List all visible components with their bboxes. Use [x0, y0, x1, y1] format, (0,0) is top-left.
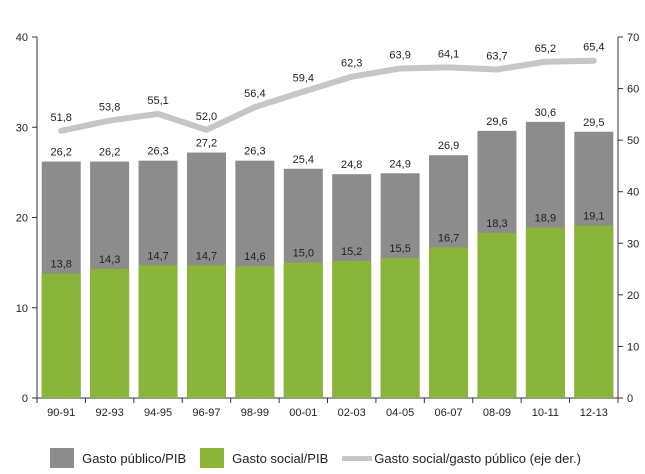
legend-label-gasto-publico: Gasto público/PIB — [82, 450, 187, 466]
legend-item-gasto-publico: Gasto público/PIB — [50, 448, 186, 468]
x-tick-label: 92-93 — [96, 407, 124, 419]
x-tick-label: 00-01 — [289, 407, 317, 419]
data-label-gasto-publico: 24,9 — [389, 158, 410, 170]
data-label-gasto-social: 14,7 — [147, 250, 168, 262]
data-label-gasto-publico: 25,4 — [293, 154, 314, 166]
data-label-gasto-social: 14,3 — [99, 254, 120, 266]
y-right-tick-label: 10 — [627, 341, 639, 353]
data-label-gasto-publico: 27,2 — [196, 138, 217, 150]
data-label-gasto-social: 19,1 — [583, 211, 604, 223]
data-label-gasto-publico: 26,2 — [50, 147, 71, 159]
legend-label-gasto-social: Gasto social/PIB — [232, 450, 329, 466]
y-right-tick-label: 30 — [627, 238, 639, 250]
bar-gasto-social — [90, 268, 130, 398]
data-label-gasto-publico: 26,2 — [99, 147, 120, 159]
legend-swatch-gasto-publico — [50, 448, 75, 468]
bar-gasto-social — [525, 227, 565, 398]
data-label-gasto-social: 18,3 — [486, 218, 507, 230]
data-label-ratio: 63,9 — [389, 49, 410, 61]
y-right-tick-label: 0 — [627, 393, 633, 405]
y-right-tick-label: 60 — [627, 84, 639, 96]
data-label-ratio: 56,4 — [244, 88, 265, 100]
data-label-gasto-social: 15,2 — [341, 246, 362, 258]
x-tick-label: 02-03 — [338, 407, 366, 419]
data-label-ratio: 52,0 — [196, 111, 217, 123]
legend-item-ratio: Gasto social/gasto público (eje der.) — [342, 451, 581, 466]
x-tick-label: 96-97 — [192, 407, 220, 419]
x-tick-label: 10-11 — [532, 407, 559, 419]
x-tick-label: 98-99 — [241, 407, 269, 419]
data-label-ratio: 62,3 — [341, 58, 362, 70]
x-tick-label: 90-91 — [47, 407, 75, 419]
y-left-tick-label: 30 — [16, 122, 28, 134]
legend-swatch-gasto-social — [200, 448, 225, 468]
y-left-tick-label: 20 — [16, 213, 28, 225]
bar-gasto-social — [332, 260, 372, 398]
bar-gasto-social — [138, 265, 178, 398]
legend-label-ratio: Gasto social/gasto público (eje der.) — [374, 450, 581, 466]
x-tick-label: 12-13 — [580, 407, 608, 419]
data-label-ratio: 53,8 — [99, 102, 120, 114]
x-tick-label: 04-05 — [386, 407, 414, 419]
data-label-gasto-publico: 24,8 — [341, 159, 362, 171]
data-label-ratio: 64,1 — [438, 48, 459, 60]
data-label-ratio: 65,4 — [583, 42, 604, 54]
data-label-gasto-social: 18,9 — [535, 212, 556, 224]
bar-gasto-social — [429, 247, 469, 398]
x-tick-label: 94-95 — [144, 407, 172, 419]
data-label-ratio: 51,8 — [50, 112, 71, 124]
y-right-tick-label: 50 — [627, 135, 639, 147]
y-left-tick-label: 10 — [16, 303, 28, 315]
data-label-gasto-social: 15,0 — [293, 248, 314, 260]
bar-gasto-social — [283, 262, 323, 398]
x-tick-label: 06-07 — [434, 407, 462, 419]
y-left-tick-label: 0 — [22, 393, 28, 405]
data-label-gasto-social: 14,7 — [196, 250, 217, 262]
y-right-tick-label: 70 — [627, 32, 639, 44]
data-label-gasto-publico: 30,6 — [535, 107, 556, 119]
legend-item-gasto-social: Gasto social/PIB — [200, 448, 328, 468]
chart-canvas: 0 10 20 30 40 0 10 20 30 40 50 60 70 90-91 92-93 94-95 9… — [16, 32, 640, 419]
data-label-gasto-publico: 29,5 — [583, 117, 604, 129]
y-right-tick-label: 20 — [627, 290, 639, 302]
bar-gasto-social — [186, 265, 226, 398]
bar-gasto-social — [380, 258, 420, 398]
line-gasto-social-ratio — [58, 57, 597, 134]
bar-gasto-social — [477, 232, 517, 398]
bar-gasto-social — [574, 225, 614, 398]
data-label-ratio: 63,7 — [486, 50, 507, 62]
bar-gasto-social — [41, 273, 81, 398]
legend: Gasto público/PIB Gasto social/PIB Gasto… — [0, 444, 645, 472]
data-label-ratio: 59,4 — [293, 73, 314, 85]
y-right-tick-label: 40 — [627, 187, 639, 199]
data-label-gasto-publico: 26,9 — [438, 140, 459, 152]
data-label-gasto-social: 14,6 — [244, 251, 265, 263]
data-label-gasto-publico: 29,6 — [486, 116, 507, 128]
y-left-tick-label: 40 — [16, 32, 28, 44]
data-label-gasto-social: 15,5 — [389, 243, 410, 255]
data-label-gasto-publico: 26,3 — [147, 146, 168, 158]
data-label-ratio: 55,1 — [147, 95, 168, 107]
bar-gasto-social — [235, 266, 275, 398]
data-label-ratio: 65,2 — [535, 43, 556, 55]
x-tick-label: 08-09 — [483, 407, 511, 419]
data-label-gasto-publico: 26,3 — [244, 146, 265, 158]
legend-swatch-ratio — [342, 455, 373, 461]
data-label-gasto-social: 13,8 — [50, 258, 71, 270]
data-label-gasto-social: 16,7 — [438, 232, 459, 244]
